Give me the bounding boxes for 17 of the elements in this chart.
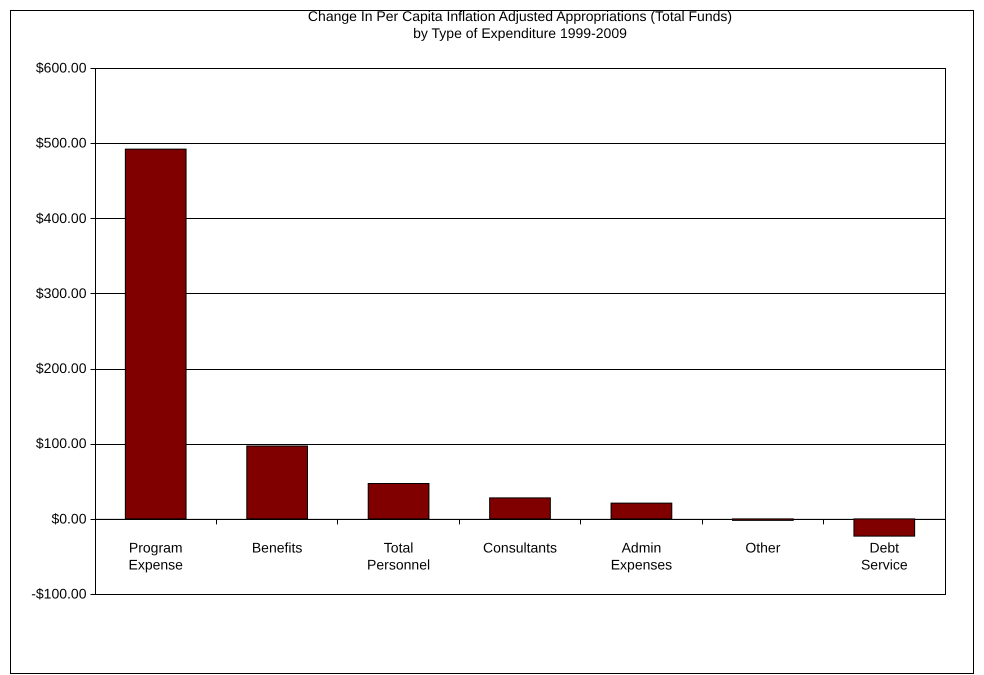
y-tick-label: $100.00	[36, 435, 87, 452]
y-tick-label: $400.00	[36, 210, 87, 226]
chart-subtitle: by Type of Expenditure 1999-2009	[413, 25, 628, 41]
y-tick-label: $0.00	[51, 510, 87, 526]
y-tick-label: $500.00	[36, 134, 87, 151]
x-tick-label: Admin Expenses	[610, 539, 672, 572]
x-tick-label: Other	[745, 539, 781, 556]
chart-title: Change In Per Capita Inflation Adjusted Appropriations (Total Funds)	[308, 8, 732, 24]
x-tick-label: Debt Service	[860, 539, 908, 572]
y-tick-label: $200.00	[36, 360, 87, 376]
x-tick-label: Total Personnel	[367, 539, 430, 572]
y-tick-label: $600.00	[36, 60, 87, 76]
y-tick-label: $300.00	[36, 284, 87, 301]
y-tick-label: -$100.00	[31, 586, 87, 602]
x-tick-label: Benefits	[252, 539, 302, 556]
x-tick-label: Consultants	[483, 539, 557, 556]
x-tick-label: Program Expense	[128, 539, 184, 572]
